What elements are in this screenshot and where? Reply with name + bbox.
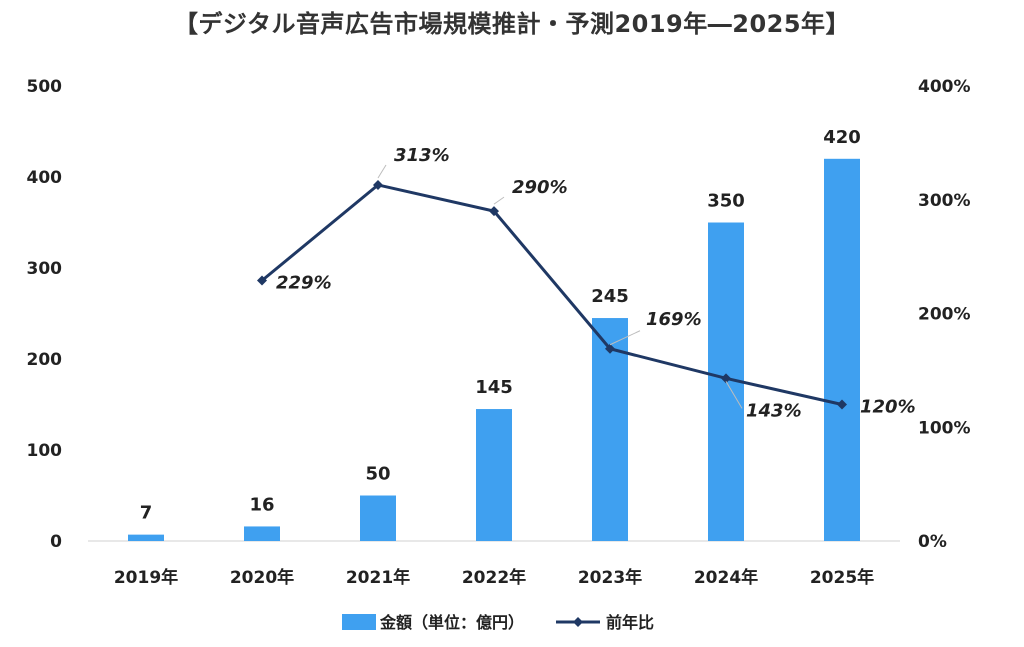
y-left-tick-label: 300 [27,259,63,279]
label-leader-line [725,381,743,409]
legend-bar-label: 金額（単位：億円） [379,613,524,632]
x-tick-label: 2021年 [346,567,410,588]
line-marker [837,399,847,410]
bar-data-label: 50 [365,464,390,485]
line-series [261,183,843,406]
y-left-tick-label: 0 [50,532,62,552]
y-left-tick-label: 500 [27,77,63,97]
legend-bar-swatch [342,614,376,630]
x-tick-label: 2022年 [462,567,526,588]
bar-data-label: 350 [707,191,745,212]
bar [244,526,280,541]
bar-data-label: 145 [475,377,513,398]
bar [476,409,512,541]
y-left-tick-label: 200 [27,350,63,370]
x-tick-label: 2020年 [230,567,294,588]
line-marker [605,343,615,354]
y-right-tick-label: 100% [918,418,971,438]
bar-data-label: 245 [591,286,629,307]
y-left-tick-label: 100 [27,441,63,461]
bar-data-label: 420 [823,127,861,148]
y-left-tick-label: 400 [27,168,63,188]
bar-data-label: 7 [140,503,153,524]
y-right-tick-label: 0% [918,532,947,552]
legend-line-marker [573,617,583,627]
bar [592,318,628,541]
bar [360,495,396,541]
line-data-label: 120% [860,397,916,418]
line-marker [373,179,383,190]
line-data-label: 143% [746,400,802,421]
bar-data-label: 16 [249,494,274,515]
bar [824,158,860,542]
x-tick-label: 2024年 [694,567,758,588]
x-tick-label: 2025年 [810,567,874,588]
x-tick-label: 2019年 [114,567,178,588]
y-right-tick-label: 400% [918,77,971,97]
bar [128,534,164,541]
label-leader-line [493,196,505,205]
line-marker [721,373,731,384]
line-marker [489,206,499,217]
chart-title: 【デジタル音声広告市場規模推計・予測2019年―2025年】 [173,10,851,38]
line-data-label: 229% [276,273,332,294]
line-marker [257,275,267,286]
x-tick-label: 2023年 [578,567,642,588]
legend-line-label: 前年比 [606,613,654,632]
line-data-label: 169% [646,309,702,330]
line-data-label: 290% [512,177,568,198]
label-leader-line [609,330,641,346]
label-leader-line [377,164,387,179]
y-right-tick-label: 200% [918,305,971,325]
y-right-tick-label: 300% [918,191,971,211]
line-data-label: 313% [394,145,450,166]
